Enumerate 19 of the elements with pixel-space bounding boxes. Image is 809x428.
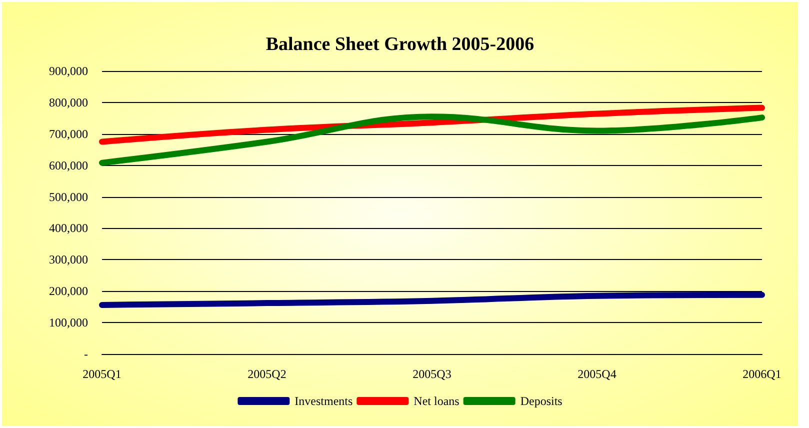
- y-tick-label: 200,000: [49, 284, 88, 298]
- legend-label: Deposits: [520, 394, 563, 408]
- y-tick-label: 800,000: [49, 95, 88, 110]
- y-tick-label: 900,000: [49, 64, 88, 78]
- legend-label: Net loans: [414, 394, 460, 408]
- y-tick-label: 400,000: [49, 221, 88, 236]
- x-tick-label: 2005Q2: [248, 367, 286, 381]
- x-tick-label: 2005Q4: [578, 367, 616, 381]
- legend-label: Investments: [294, 394, 353, 408]
- y-tick-label: 300,000: [49, 252, 88, 267]
- x-tick-label: 2005Q3: [412, 367, 452, 381]
- x-tick-label: 2006Q1: [742, 367, 782, 381]
- y-tick-label: -: [84, 347, 88, 361]
- y-tick-label: 600,000: [49, 158, 88, 172]
- x-tick-label: 2005Q1: [82, 367, 122, 381]
- chart-title: Balance Sheet Growth 2005-2006: [266, 34, 534, 55]
- y-tick-label: 100,000: [49, 316, 88, 330]
- y-tick-label: 500,000: [49, 190, 88, 204]
- y-tick-label: 700,000: [49, 126, 88, 141]
